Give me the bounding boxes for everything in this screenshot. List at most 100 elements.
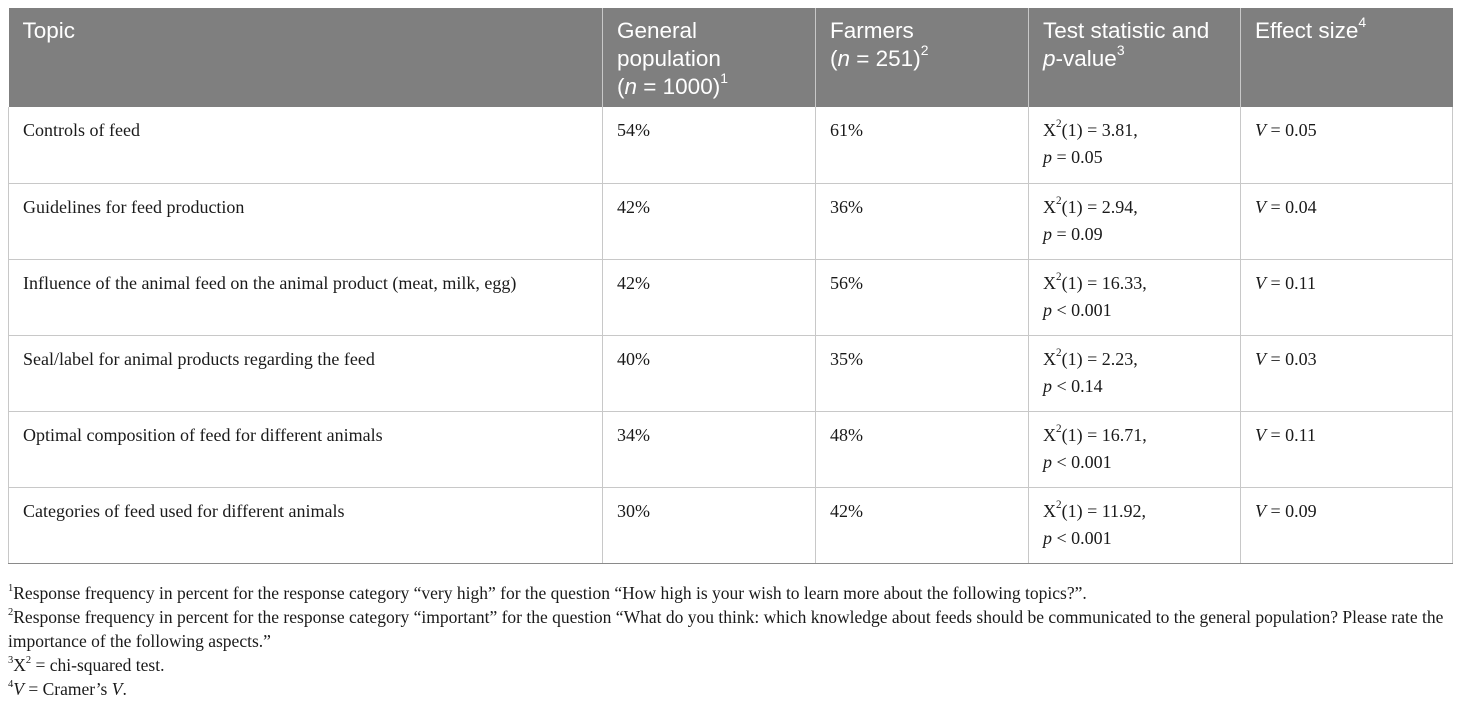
table-row: Guidelines for feed production 42% 36% X… bbox=[8, 183, 1453, 260]
v-var: V bbox=[1255, 348, 1266, 369]
table-row: Seal/label for animal products regarding… bbox=[8, 335, 1453, 412]
cell-farmers: 35% bbox=[815, 335, 1029, 412]
footnote-3-chi: X bbox=[13, 655, 26, 675]
p-var: p bbox=[1043, 299, 1052, 320]
cell-farmers: 61% bbox=[815, 107, 1029, 184]
cell-topic: Guidelines for feed production bbox=[8, 183, 603, 260]
table-row: Optimal composition of feed for differen… bbox=[8, 411, 1453, 488]
cell-effect-size: V = 0.11 bbox=[1240, 259, 1453, 336]
header-effect-label: Effect size bbox=[1255, 18, 1359, 43]
cell-general: 34% bbox=[602, 411, 816, 488]
footnote-4-var2: V bbox=[111, 679, 123, 699]
chi-exponent: 2 bbox=[1056, 118, 1062, 131]
table-header: Topic General population (n = 1000)1 Farm… bbox=[8, 8, 1453, 107]
footnote-ref-4: 4 bbox=[1358, 14, 1367, 31]
footnote-4-mark: 4 bbox=[8, 679, 14, 691]
chi-symbol: X bbox=[1043, 500, 1056, 521]
cell-farmers: 56% bbox=[815, 259, 1029, 336]
table-row: Influence of the animal feed on the anim… bbox=[8, 259, 1453, 336]
chi-value: (1) = 3.81, bbox=[1061, 120, 1138, 140]
cell-general: 30% bbox=[602, 487, 816, 564]
header-farmers-label: Farmers bbox=[830, 18, 914, 43]
footnote-2-mark: 2 bbox=[8, 607, 14, 619]
header-general-paren: ( bbox=[617, 74, 625, 99]
cell-general: 40% bbox=[602, 335, 816, 412]
cell-test-statistic: X2(1) = 16.71, p < 0.001 bbox=[1028, 411, 1241, 488]
p-value: < 0.001 bbox=[1052, 451, 1112, 472]
p-var: p bbox=[1043, 147, 1052, 167]
footnote-3: 3X2 = chi-squared test. bbox=[8, 653, 1458, 677]
v-value: = 0.11 bbox=[1266, 272, 1316, 293]
footnote-1: 1Response frequency in percent for the r… bbox=[8, 581, 1458, 605]
chi-value: (1) = 16.71, bbox=[1061, 424, 1147, 445]
cell-effect-size: V = 0.05 bbox=[1240, 107, 1453, 184]
table-footnotes: 1 Response frequency in percent for the r… bbox=[8, 581, 1458, 701]
cell-topic: Influence of the animal feed on the anim… bbox=[8, 259, 603, 336]
footnote-ref-3: 3 bbox=[1116, 42, 1125, 59]
chi-symbol: X bbox=[1043, 348, 1056, 369]
table-body: Controls of feed 54% 61% X2(1) = 3.81, p … bbox=[8, 107, 1453, 564]
chi-value: (1) = 2.23, bbox=[1061, 348, 1138, 369]
footnote-3-exp: 2 bbox=[25, 655, 32, 667]
chi-value: (1) = 16.33, bbox=[1061, 272, 1147, 293]
table-row: Controls of feed 54% 61% X2(1) = 3.81, p … bbox=[8, 107, 1453, 184]
cell-topic: Seal/label for animal products regarding… bbox=[8, 335, 603, 412]
footnote-1-mark: 1 bbox=[8, 583, 14, 595]
footnote-4: 4V = Cramer’s V. bbox=[8, 677, 1458, 701]
cell-general: 42% bbox=[602, 259, 816, 336]
p-var: p bbox=[1043, 223, 1052, 244]
cell-test-statistic: X2(1) = 16.33, p < 0.001 bbox=[1028, 259, 1241, 336]
cell-effect-size: V = 0.09 bbox=[1240, 487, 1453, 564]
v-value: = 0.04 bbox=[1266, 196, 1317, 217]
header-general-population: General population (n = 1000)1 bbox=[602, 8, 816, 107]
v-value: = 0.09 bbox=[1266, 500, 1317, 521]
p-var: p bbox=[1043, 527, 1052, 548]
v-var: V bbox=[1255, 196, 1266, 217]
header-test-statistic: Test statistic and p-value3 bbox=[1028, 8, 1241, 107]
results-table: Topic General population (n = 1000)1 Farm… bbox=[8, 8, 1453, 564]
v-var: V bbox=[1255, 500, 1266, 521]
header-test-p-var: p bbox=[1043, 46, 1056, 71]
header-farmers-n-var: n bbox=[837, 46, 851, 71]
header-general-n-value: = 1000) bbox=[637, 74, 721, 99]
chi-symbol: X bbox=[1043, 272, 1056, 293]
chi-exponent: 2 bbox=[1056, 346, 1062, 359]
header-effect-size: Effect size4 bbox=[1240, 8, 1453, 107]
cell-farmers: 42% bbox=[815, 487, 1029, 564]
footnote-3-mark: 3 bbox=[8, 655, 14, 667]
header-farmers-n-value: = 251) bbox=[850, 46, 921, 71]
header-topic-label: Topic bbox=[22, 18, 76, 43]
p-value: = 0.09 bbox=[1052, 223, 1103, 244]
cell-farmers: 48% bbox=[815, 411, 1029, 488]
cell-effect-size: V = 0.11 bbox=[1240, 411, 1453, 488]
p-value: < 0.001 bbox=[1052, 527, 1112, 548]
chi-symbol: X bbox=[1043, 424, 1056, 445]
footnote-ref-2: 2 bbox=[920, 42, 929, 59]
chi-symbol: X bbox=[1043, 120, 1056, 140]
footnote-4-text: = Cramer’s bbox=[23, 679, 112, 699]
p-value: < 0.14 bbox=[1052, 375, 1103, 396]
header-farmers: Farmers (n = 251)2 bbox=[815, 8, 1029, 107]
cell-effect-size: V = 0.03 bbox=[1240, 335, 1453, 412]
chi-exponent: 2 bbox=[1056, 194, 1062, 207]
header-general-n-var: n bbox=[624, 74, 638, 99]
v-value: = 0.03 bbox=[1266, 348, 1317, 369]
cell-topic: Controls of feed bbox=[8, 107, 603, 184]
footnote-4-var: V bbox=[13, 679, 24, 699]
cell-general: 54% bbox=[602, 107, 816, 184]
cell-general: 42% bbox=[602, 183, 816, 260]
table-row: Categories of feed used for different an… bbox=[8, 487, 1453, 564]
header-topic: Topic bbox=[8, 8, 603, 107]
footnote-2: 2Response frequency in percent for the r… bbox=[8, 605, 1458, 653]
footnote-ref-1: 1 bbox=[720, 70, 728, 87]
chi-exponent: 2 bbox=[1056, 498, 1062, 511]
v-var: V bbox=[1255, 272, 1266, 293]
header-test-label-tail: -value bbox=[1055, 46, 1117, 71]
chi-exponent: 2 bbox=[1056, 270, 1062, 283]
v-var: V bbox=[1255, 424, 1266, 445]
cell-farmers: 36% bbox=[815, 183, 1029, 260]
footnote-2-text: Response frequency in percent for the re… bbox=[8, 607, 1444, 651]
footnote-3-text: = chi-squared test. bbox=[31, 655, 165, 675]
header-farmers-paren: ( bbox=[830, 46, 838, 71]
p-value: < 0.001 bbox=[1052, 299, 1112, 320]
